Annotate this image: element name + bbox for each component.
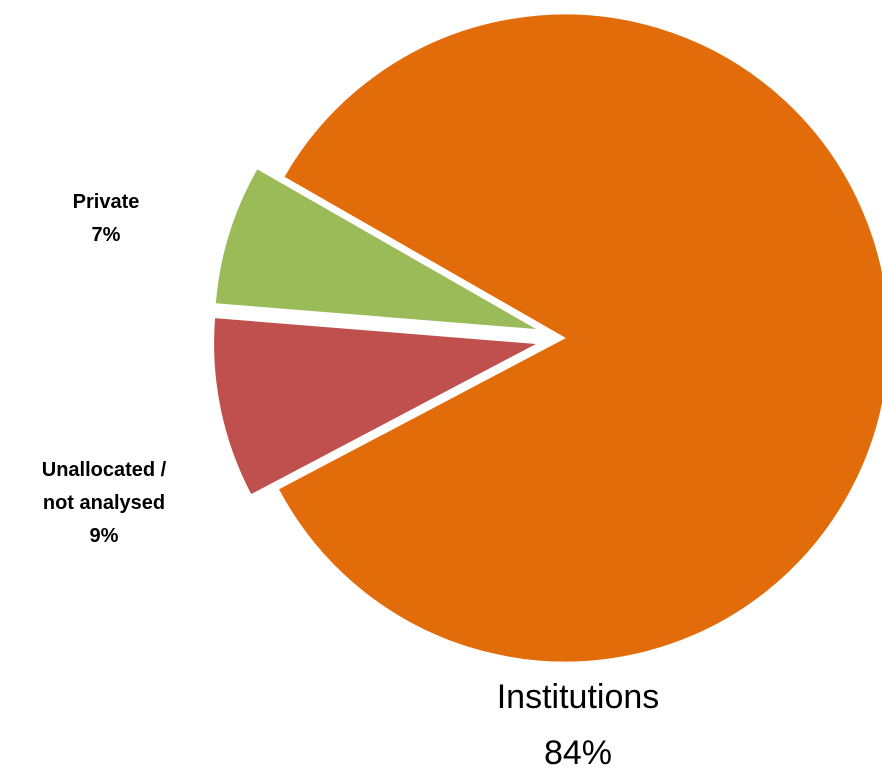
unallocated-name-label: Unallocated / [42, 459, 167, 481]
institutions-name-label: Institutions [497, 678, 660, 716]
unallocated-name-label: not analysed [43, 492, 165, 514]
institutions-value-label: 84% [544, 734, 612, 772]
pie-labels: Institutions 84% Private 7% Unallocated / not… [42, 191, 660, 772]
private-value-label: 7% [92, 224, 121, 246]
private-name-label: Private [73, 191, 140, 213]
slice-unallocated [213, 317, 540, 496]
pie-slices [213, 13, 882, 663]
slice-institutions [277, 13, 882, 663]
slice-private [214, 168, 539, 331]
unallocated-value-label: 9% [90, 525, 119, 547]
